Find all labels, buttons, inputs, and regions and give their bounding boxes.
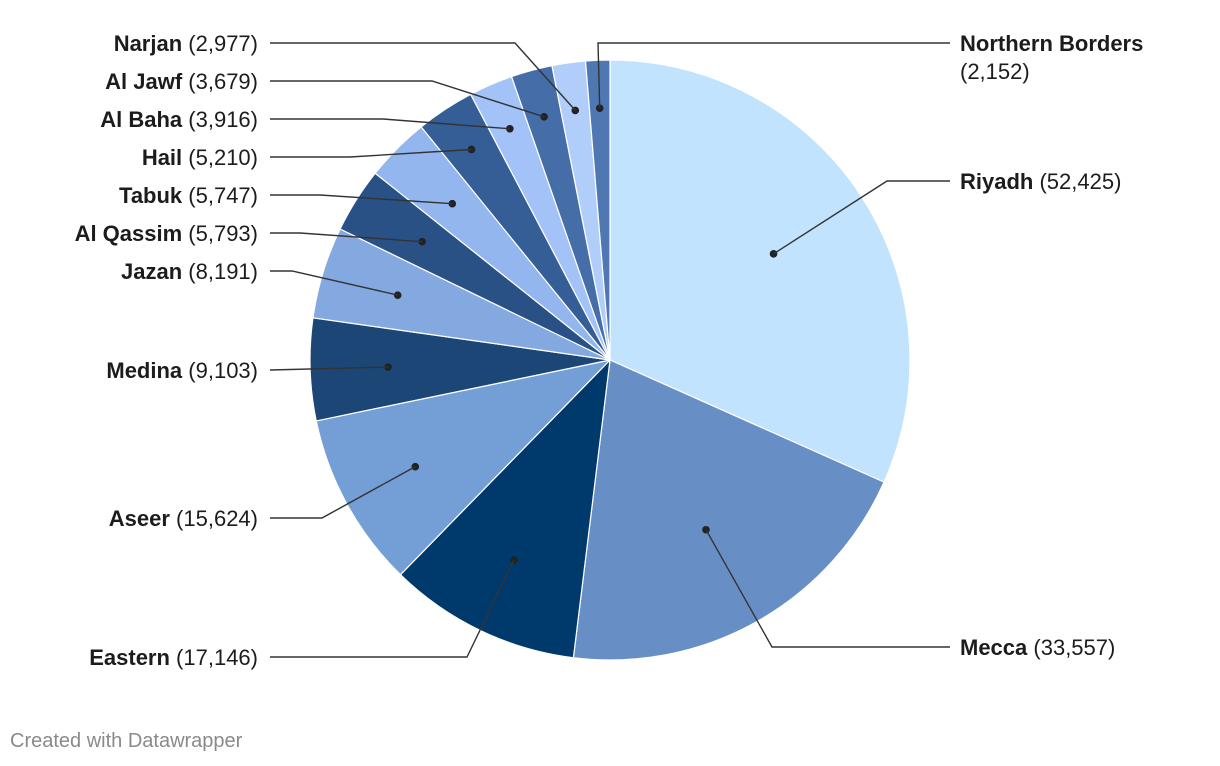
leader-dot-al-jawf <box>540 112 548 121</box>
slice-label-jazan: Jazan (8,191) <box>121 259 258 284</box>
leader-line-eastern <box>270 559 515 658</box>
leader-line-hail <box>270 148 472 158</box>
slice-label-al-jawf: Al Jawf (3,679) <box>105 69 258 94</box>
slice-label-mecca: Mecca (33,557) <box>960 635 1115 660</box>
slice-label-tabuk: Tabuk (5,747) <box>119 183 258 208</box>
leader-line-al-jawf <box>270 80 545 118</box>
slice-label-al-baha: Al Baha (3,916) <box>100 107 258 132</box>
leader-line-narjan <box>270 42 576 111</box>
leader-dot-northern-borders <box>595 104 604 113</box>
slice-label-eastern: Eastern (17,146) <box>89 645 258 670</box>
slice-label-al-qassim: Al Qassim (5,793) <box>75 221 258 246</box>
slice-label-northern-borders: Northern Borders (2,152) <box>960 31 1143 84</box>
slice-label-aseer: Aseer (15,624) <box>109 506 258 531</box>
leader-line-mecca <box>705 529 950 648</box>
leader-line-al-qassim <box>270 232 423 243</box>
slice-labels: Riyadh (52,425) Mecca (33,557) Eastern (17… <box>75 31 1144 670</box>
leader-dot-hail <box>467 145 476 154</box>
leader-line-al-baha <box>270 118 510 130</box>
leader-line-northern-borders <box>597 42 950 109</box>
leader-dot-tabuk <box>448 199 457 208</box>
leader-line-medina <box>269 366 389 371</box>
leader-line-riyadh <box>773 180 950 255</box>
leader-dot-al-qassim <box>418 237 426 246</box>
leader-line-jazan <box>270 270 398 296</box>
slice-label-medina: Medina (9,103) <box>106 358 258 383</box>
leader-lines <box>269 42 950 658</box>
leader-line-aseer <box>270 465 416 519</box>
leader-dot-medina <box>384 363 392 371</box>
datawrapper-credit: Created with Datawrapper <box>10 730 243 752</box>
slice-label-riyadh: Riyadh (52,425) <box>960 169 1121 194</box>
leader-dot-riyadh <box>769 250 778 258</box>
slice-label-hail: Hail (5,210) <box>142 145 258 170</box>
leader-line-tabuk <box>270 194 453 205</box>
pie-slices <box>309 59 911 661</box>
slice-label-narjan: Narjan (2,977) <box>114 31 258 56</box>
